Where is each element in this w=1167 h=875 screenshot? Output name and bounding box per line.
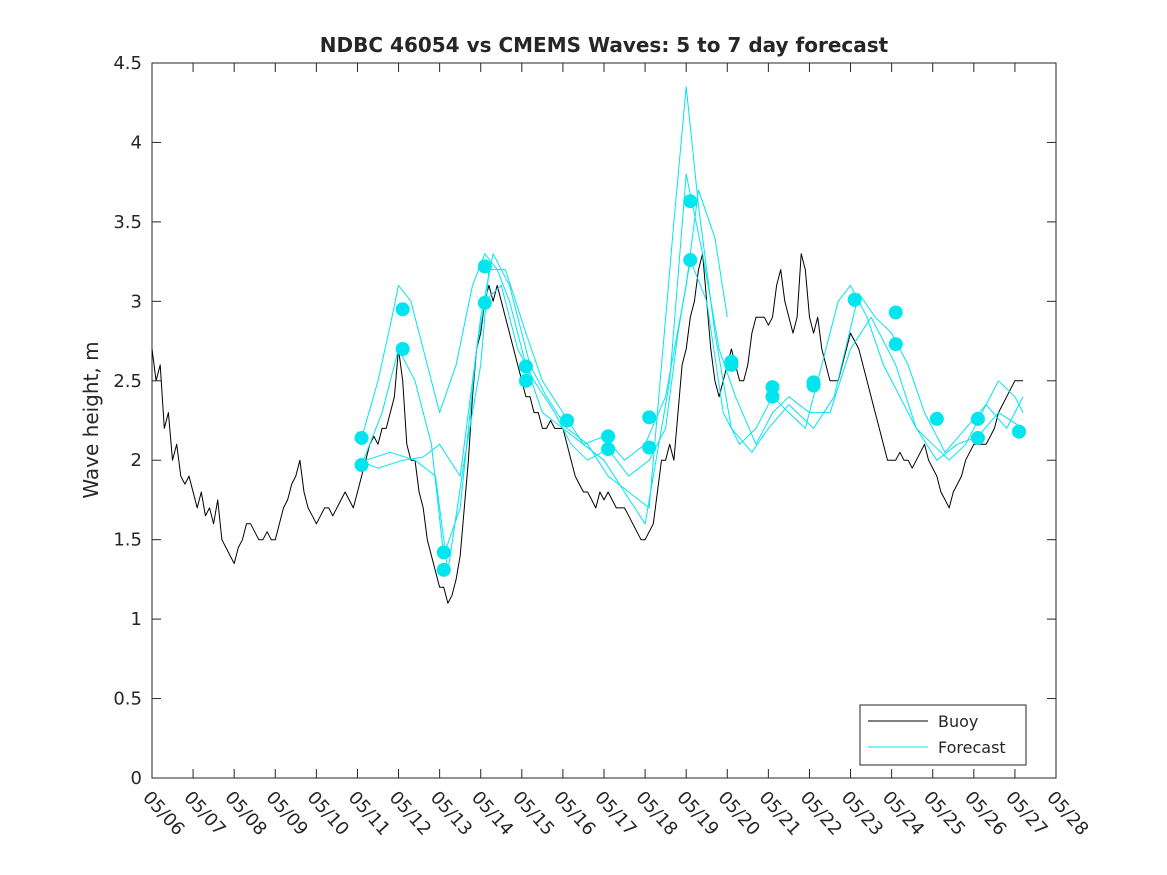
- forecast-marker: [518, 373, 533, 388]
- forecast-marker: [888, 305, 903, 320]
- y-axis-label: Wave height, m: [79, 341, 103, 498]
- y-tick-label: 1.5: [113, 530, 142, 551]
- y-tick-label: 3: [131, 291, 142, 312]
- forecast-marker: [683, 253, 698, 268]
- forecast-marker: [970, 430, 985, 445]
- legend-forecast-label: Forecast: [938, 738, 1006, 757]
- buoy-line: [151, 253, 1024, 604]
- forecast-marker: [354, 430, 369, 445]
- plot-area: [151, 62, 1057, 779]
- forecast-run-4-line: [357, 86, 1024, 509]
- forecast-marker: [601, 429, 616, 444]
- series-layer: [151, 86, 1024, 604]
- forecast-marker: [560, 413, 575, 428]
- forecast-marker: [518, 359, 533, 374]
- forecast-marker: [847, 292, 862, 307]
- forecast-marker: [929, 411, 944, 426]
- forecast-marker: [888, 337, 903, 352]
- marker-layer: [354, 194, 1027, 577]
- y-tick-label: 3.5: [113, 212, 142, 233]
- forecast-line: [361, 189, 728, 461]
- forecast-marker: [436, 545, 451, 560]
- forecast-marker: [970, 411, 985, 426]
- y-axis: 0 0.5 1 1.5 2 2.5 3 3.5 4 4.5: [113, 53, 1056, 789]
- forecast-marker: [765, 389, 780, 404]
- y-tick-label: 2: [131, 450, 142, 471]
- forecast-marker: [642, 410, 657, 425]
- forecast-marker: [354, 457, 369, 472]
- chart-title: NDBC 46054 vs CMEMS Waves: 5 to 7 day fo…: [320, 33, 889, 57]
- forecast-marker: [477, 259, 492, 274]
- forecast-marker: [477, 295, 492, 310]
- forecast-marker: [724, 357, 739, 372]
- y-tick-label: 2.5: [113, 371, 142, 392]
- forecast-marker: [601, 442, 616, 457]
- forecast-run-3-line: [365, 173, 1024, 572]
- forecast-marker: [1012, 424, 1027, 439]
- forecast-run-2-line: [361, 259, 1024, 557]
- legend-box: [859, 704, 1027, 766]
- forecast-marker: [395, 342, 410, 356]
- forecast-marker: [395, 302, 410, 317]
- forecast-marker: [683, 194, 698, 209]
- y-tick-label: 4: [131, 132, 142, 153]
- forecast-marker: [642, 440, 657, 455]
- y-tick-label: 4.5: [113, 53, 142, 74]
- y-tick-label: 0: [131, 768, 142, 789]
- forecast-marker: [806, 378, 821, 393]
- legend-buoy-label: Buoy: [938, 712, 978, 731]
- legend: Buoy Forecast: [859, 704, 1027, 766]
- forecast-marker: [436, 562, 451, 577]
- y-tick-label: 0.5: [113, 689, 142, 710]
- y-tick-label: 1: [131, 609, 142, 630]
